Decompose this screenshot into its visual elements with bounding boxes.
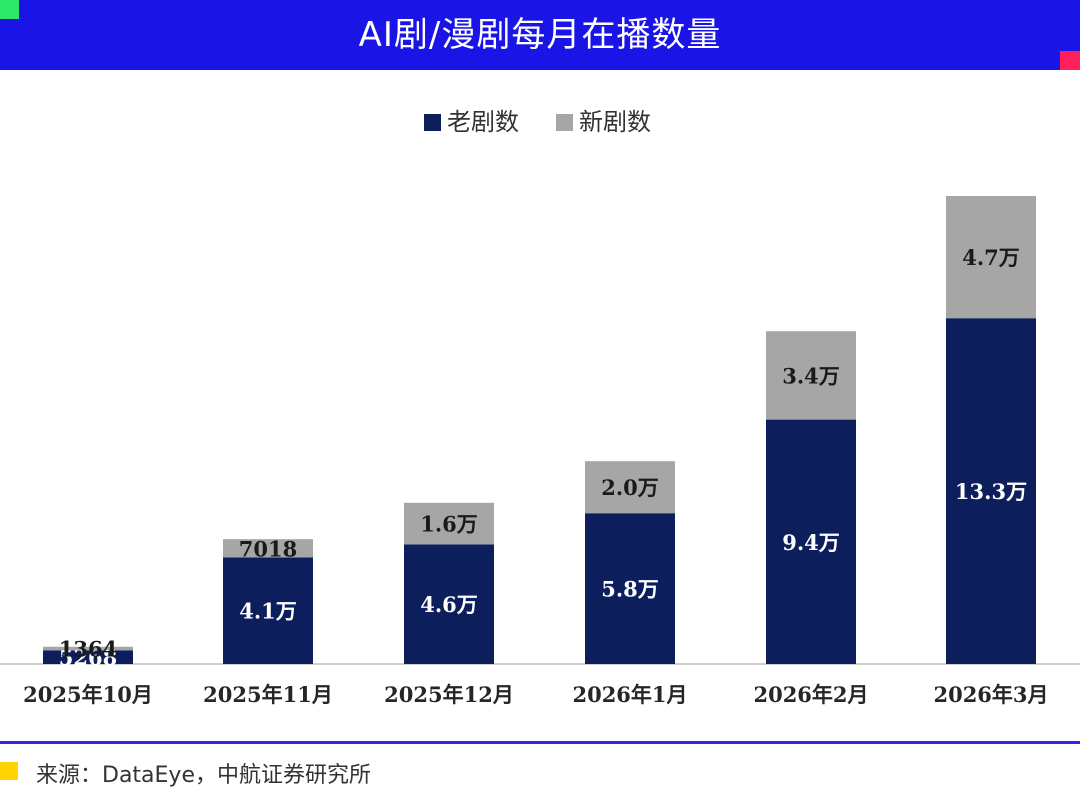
bar-old-4	[766, 419, 856, 664]
bar-old-5	[946, 318, 1036, 664]
page-title: AI剧/漫剧每月在播数量	[358, 15, 722, 55]
x-tick-label-4: 2026年2月	[753, 682, 868, 707]
data-label-old-5: 13.3万	[955, 479, 1027, 504]
data-label-new-2: 1.6万	[420, 512, 478, 537]
x-tick-label-1: 2025年11月	[203, 682, 333, 707]
data-label-old-1: 4.1万	[239, 599, 297, 624]
legend-label-old: 老剧数	[447, 108, 519, 136]
stacked-bar-chart: 老剧数 新剧数526813642025年10月4.1万70182025年11月4.…	[0, 108, 1080, 707]
title-bar	[0, 0, 1080, 70]
bar-old-2	[404, 544, 494, 664]
bar-new-5	[946, 196, 1036, 319]
data-label-new-4: 3.4万	[782, 363, 840, 388]
corner-accent-red	[1060, 51, 1080, 70]
bar-old-1	[223, 557, 313, 664]
bar-old-0	[43, 650, 133, 664]
bar-new-4	[766, 331, 856, 420]
corner-accent-green	[0, 0, 19, 19]
data-label-new-0: 1364	[59, 637, 117, 662]
bottom-rule	[0, 741, 1080, 744]
legend-swatch-old	[424, 114, 441, 131]
data-label-old-2: 4.6万	[420, 592, 478, 617]
source-note: 来源：DataEye，中航证券研究所	[36, 763, 371, 788]
bar-new-2	[404, 502, 494, 545]
x-tick-label-5: 2026年3月	[933, 682, 1048, 707]
legend-swatch-new	[556, 114, 573, 131]
x-tick-label-2: 2025年12月	[384, 682, 514, 707]
data-label-old-3: 5.8万	[601, 577, 659, 602]
x-tick-label-3: 2026年1月	[572, 682, 687, 707]
data-label-new-1: 7018	[239, 536, 297, 561]
bar-old-3	[585, 513, 675, 664]
x-tick-label-0: 2025年10月	[23, 682, 153, 707]
bar-new-1	[223, 539, 313, 558]
data-label-new-3: 2.0万	[601, 475, 659, 500]
bar-new-3	[585, 461, 675, 514]
bar-new-0	[43, 646, 133, 651]
source-marker	[0, 762, 18, 780]
data-label-old-4: 9.4万	[782, 530, 840, 555]
chart-area: 老剧数 新剧数 5268 1364 2025年10月 4.1万 7018 2025年11月 4.…	[0, 70, 1080, 742]
legend-label-new: 新剧数	[579, 108, 651, 136]
data-label-new-5: 4.7万	[962, 245, 1020, 270]
